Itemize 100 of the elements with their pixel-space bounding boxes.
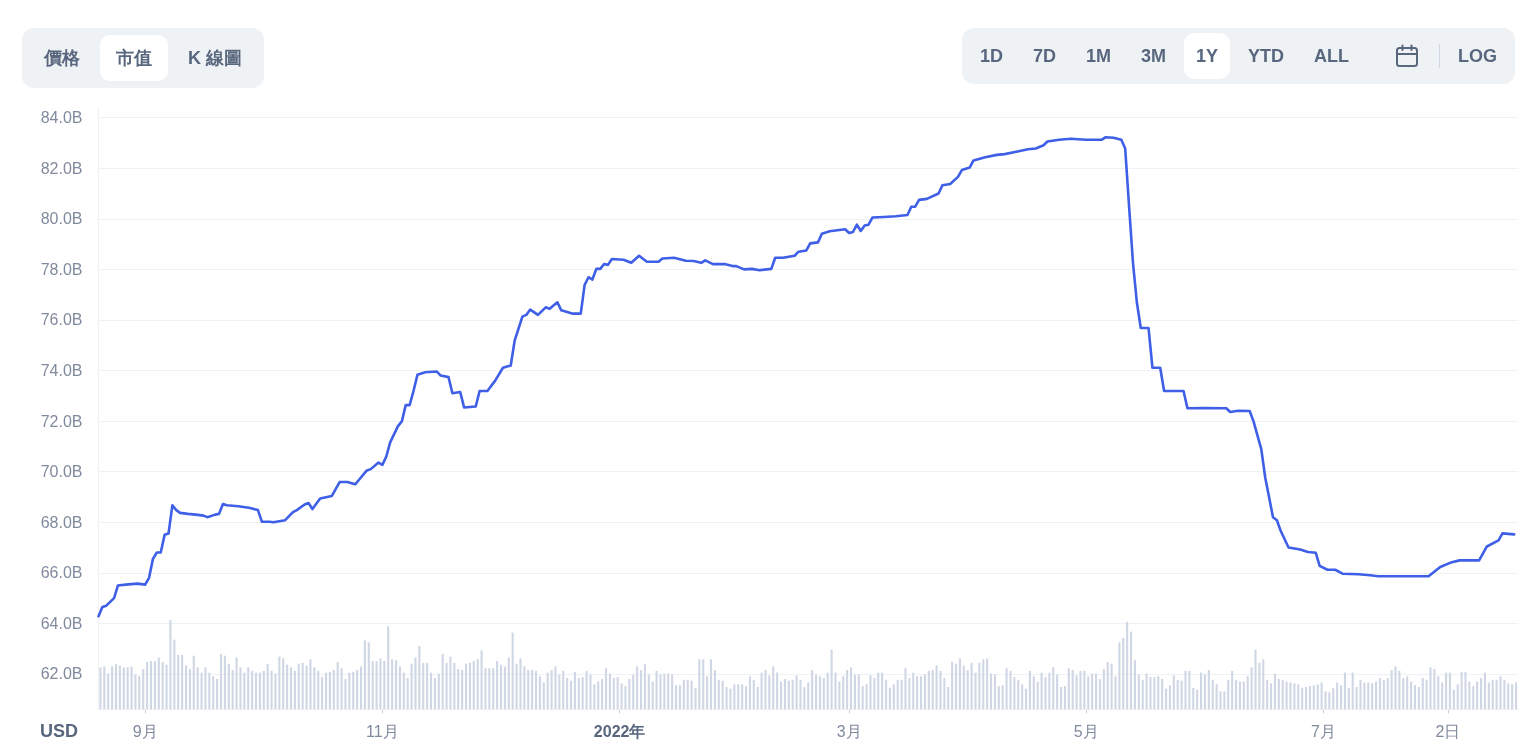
range-button[interactable]: 1M [1074,33,1124,79]
bar [1445,672,1448,710]
y-tick-label: 76.0B [40,311,83,329]
bar [1378,678,1381,710]
range-button[interactable]: 1Y [1184,33,1231,79]
bar [1254,649,1257,710]
bar [1056,674,1059,710]
y-tick-label: 78.0B [40,260,83,278]
bar [1417,686,1420,710]
bar [881,672,884,710]
bar [1464,671,1467,710]
bar [744,686,748,710]
bar [698,659,701,710]
bar [1059,686,1063,710]
bar [254,672,258,710]
bar [1448,672,1451,710]
bar [1021,684,1024,710]
bar [188,669,191,710]
bar [480,650,483,710]
bar [1301,687,1304,710]
bar [814,674,818,710]
bar [818,676,821,710]
bar [531,670,534,710]
tab-button[interactable]: 市值 [100,35,168,81]
bar [1359,679,1362,710]
bar [639,670,643,710]
bar [986,658,989,710]
bar [1203,674,1206,710]
bar [398,666,401,710]
bar [978,662,981,710]
bar [857,674,860,710]
bar [324,672,328,710]
bar [359,666,363,710]
line-series [97,135,1516,618]
bar [783,678,786,710]
bar [503,666,506,710]
bar [534,670,538,710]
y-tick-label: 66.0B [40,564,83,582]
range-button[interactable]: ALL [1302,33,1362,79]
bar [1480,678,1483,710]
bar [114,663,118,710]
bar [1024,688,1028,710]
x-tick-label: 7月 [1311,722,1336,740]
bar [219,653,223,710]
bar [1476,681,1479,710]
bar [367,642,370,710]
bar [604,668,608,710]
bar [569,680,573,710]
bar [1308,686,1311,710]
bar [713,670,716,710]
bar [1129,631,1133,710]
bar [146,661,149,710]
bar [678,685,681,710]
bar [118,665,121,710]
y-tick-label: 80.0B [40,210,83,228]
range-button[interactable]: 1D [968,33,1015,79]
bar [1273,673,1276,710]
bar [1118,642,1121,710]
bar [671,674,674,710]
calendar-icon[interactable] [1395,44,1420,68]
bar [954,663,958,710]
bar [289,667,293,710]
bar [1110,663,1113,710]
y-tick-label: 84.0B [40,109,83,127]
bar [1336,682,1339,710]
bar [1215,684,1218,710]
bar [884,679,888,710]
bar [1413,685,1416,710]
bar [566,678,569,710]
scale-button[interactable]: LOG [1446,33,1510,79]
bar [1499,676,1502,710]
range-button[interactable]: 7D [1021,33,1069,79]
y-tick-label: 82.0B [40,159,83,177]
range-button[interactable]: 3M [1129,33,1179,79]
bar [328,671,331,710]
bar [387,626,390,710]
bar [169,620,172,710]
bar [496,661,499,710]
bar [258,672,261,710]
bar [1410,681,1413,710]
x-tick-label: 9月 [132,722,158,740]
bar [184,665,188,710]
bar [356,670,359,710]
bar [993,674,996,710]
bar [1270,683,1273,710]
bar [846,670,849,710]
bar [321,677,324,710]
bar [1238,681,1241,710]
bar [149,661,153,710]
bar [811,670,814,710]
bar [1266,679,1269,710]
bar [1429,667,1432,710]
bar [923,674,926,710]
tab-button[interactable]: K 線圖 [172,35,258,81]
bar [779,681,783,710]
bar [830,649,833,710]
tab-button[interactable]: 價格 [28,35,96,81]
range-button[interactable]: YTD [1236,33,1297,79]
bar [1168,685,1171,710]
bar [752,679,755,710]
